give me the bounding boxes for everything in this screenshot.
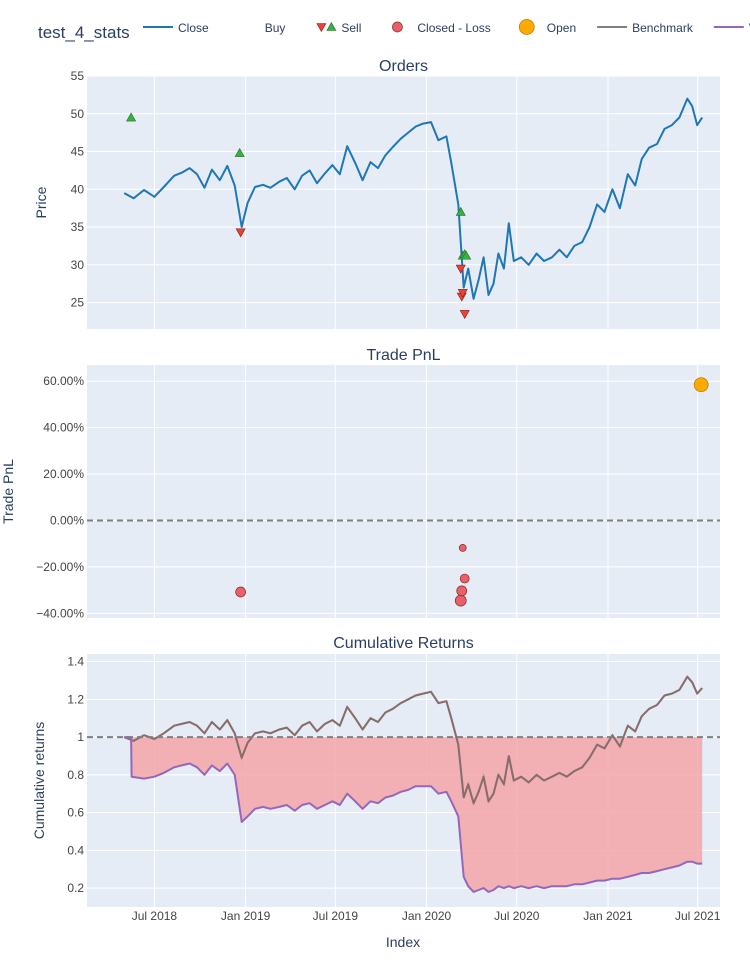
orders-panel: 25 30 35 40 45 50 55 Orders Price bbox=[33, 58, 720, 329]
legend-label: Buy bbox=[265, 21, 286, 35]
open-trade-point[interactable] bbox=[693, 377, 709, 393]
drawdown-fill bbox=[124, 737, 703, 892]
subplot-title: Orders bbox=[379, 58, 428, 75]
legend-item-sell[interactable]: Sell bbox=[316, 21, 362, 35]
closed-loss-point[interactable] bbox=[235, 586, 247, 598]
y-tick-label: 30 bbox=[71, 258, 85, 272]
legend-label: Open bbox=[547, 21, 576, 35]
cumulative-returns-panel: 0.2 0.4 0.6 0.8 1 1.2 1.4 Cumulative Returns Cum… bbox=[31, 635, 721, 923]
x-tick-label: Jul 2019 bbox=[313, 909, 359, 923]
legend-open-swatch bbox=[518, 19, 535, 35]
subplot-title: Cumulative Returns bbox=[333, 635, 474, 652]
legend-label: Benchmark bbox=[632, 21, 694, 35]
closed-loss-point[interactable] bbox=[456, 585, 468, 597]
close-line[interactable] bbox=[123, 97, 704, 300]
y-tick-label: 0.00% bbox=[50, 514, 84, 528]
x-tick-label: Jan 2020 bbox=[402, 909, 452, 923]
closed-loss-point[interactable] bbox=[454, 594, 467, 607]
y-tick-label: 40 bbox=[71, 182, 85, 196]
closed-loss-point[interactable] bbox=[459, 573, 470, 584]
y-tick-label: 50 bbox=[71, 107, 85, 121]
buy-marker[interactable] bbox=[455, 206, 466, 216]
benchmark-line[interactable] bbox=[123, 675, 703, 805]
legend-label: Value bbox=[749, 21, 750, 35]
y-tick-label: 1.2 bbox=[67, 692, 84, 706]
y-tick-label: 45 bbox=[71, 145, 85, 159]
y-tick-label: −40.00% bbox=[36, 606, 84, 620]
legend-label: Close bbox=[178, 21, 209, 35]
sell-marker[interactable] bbox=[235, 228, 246, 238]
sell-marker[interactable] bbox=[455, 264, 466, 274]
x-tick-label: Jul 2021 bbox=[675, 909, 721, 923]
trade-pnl-panel: −40.00% −20.00% 0.00% 20.00% 40.00% 60.00% Tra… bbox=[0, 347, 720, 620]
y-tick-label: 20.00% bbox=[43, 467, 84, 481]
y-tick-label: 1 bbox=[77, 730, 84, 744]
legend[interactable]: Close Buy Sell Closed - Loss Open Benchmark Va… bbox=[143, 19, 750, 36]
legend-label: Closed - Loss bbox=[417, 21, 490, 35]
x-axis-label: Index bbox=[386, 934, 420, 950]
buy-marker[interactable] bbox=[461, 250, 472, 260]
value-line[interactable] bbox=[124, 736, 703, 893]
y-tick-label: 60.00% bbox=[43, 374, 84, 388]
closed-loss-point[interactable] bbox=[458, 544, 467, 552]
y-axis-label: Cumulative returns bbox=[31, 722, 47, 840]
x-tick-label: Jan 2021 bbox=[583, 909, 633, 923]
x-tick-label: Jan 2019 bbox=[221, 909, 271, 923]
legend-sell-swatch[interactable] bbox=[316, 23, 327, 33]
y-axis-label: Price bbox=[33, 186, 49, 218]
y-tick-label: 1.4 bbox=[67, 655, 84, 669]
y-tick-label: 0.4 bbox=[67, 843, 84, 857]
legend-item-buy[interactable]: Buy bbox=[265, 21, 337, 35]
y-tick-label: 0.2 bbox=[67, 881, 84, 895]
sell-marker[interactable] bbox=[457, 288, 468, 298]
y-tick-label: 35 bbox=[71, 220, 85, 234]
legend-buy-swatch[interactable] bbox=[326, 21, 337, 31]
legend-item-value[interactable]: Value bbox=[713, 21, 750, 35]
y-tick-label: 0.8 bbox=[67, 768, 84, 782]
buy-marker[interactable] bbox=[126, 112, 137, 122]
plot-area bbox=[87, 365, 720, 618]
plot-area bbox=[87, 76, 720, 329]
y-axis-label: Trade PnL bbox=[0, 459, 16, 524]
legend-item-close[interactable]: Close bbox=[143, 21, 209, 35]
benchmark-line-shadow bbox=[123, 675, 703, 807]
y-tick-label: 25 bbox=[71, 296, 85, 310]
figure-title: test_4_stats bbox=[38, 23, 130, 42]
y-tick-label: −20.00% bbox=[36, 560, 84, 574]
x-tick-label: Jul 2020 bbox=[494, 909, 540, 923]
y-tick-label: 0.6 bbox=[67, 806, 84, 820]
legend-item-closed-loss[interactable]: Closed - Loss bbox=[392, 21, 491, 35]
legend-loss-swatch bbox=[392, 21, 403, 33]
y-tick-label: 55 bbox=[71, 69, 85, 83]
y-tick-label: 40.00% bbox=[43, 421, 84, 435]
buy-marker[interactable] bbox=[234, 147, 245, 157]
x-tick-label: Jul 2018 bbox=[132, 909, 178, 923]
subplot-title: Trade PnL bbox=[366, 347, 440, 364]
legend-item-open[interactable]: Open bbox=[518, 19, 576, 36]
legend-label: Sell bbox=[341, 21, 361, 35]
sell-marker[interactable] bbox=[459, 310, 470, 320]
legend-item-benchmark[interactable]: Benchmark bbox=[597, 21, 694, 35]
